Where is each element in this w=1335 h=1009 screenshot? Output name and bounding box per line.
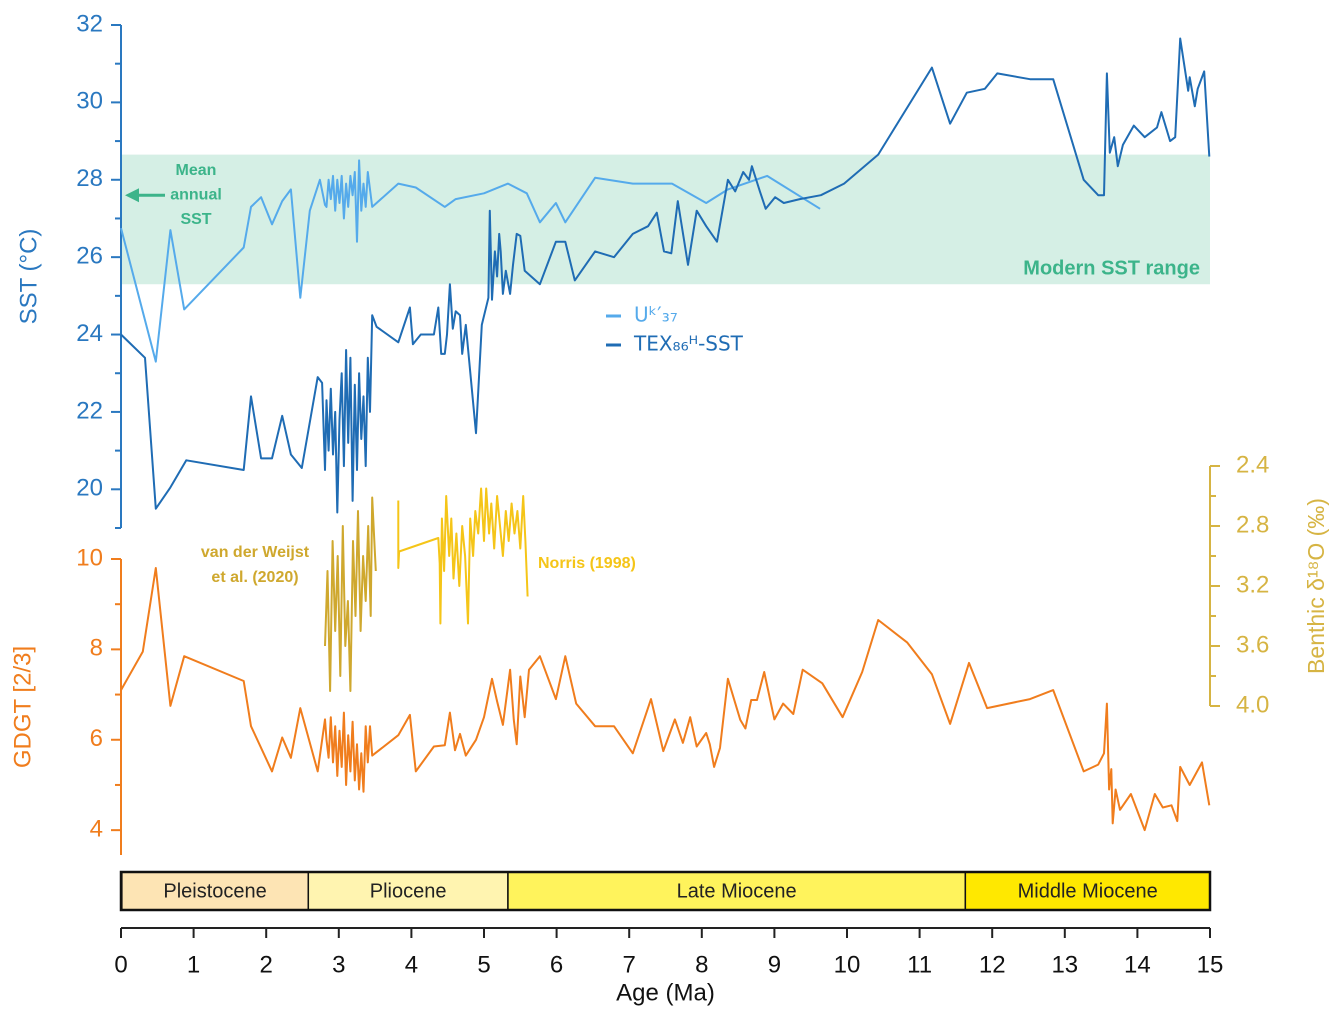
- x-tick-label: 3: [332, 951, 345, 978]
- y-tick-label: 6: [90, 725, 103, 752]
- x-tick-label: 1: [187, 951, 200, 978]
- epoch-frame: [119, 870, 1212, 912]
- x-tick-label: 0: [114, 951, 127, 978]
- x-tick-label: 10: [834, 951, 861, 978]
- series-line: [397, 487, 529, 625]
- arrow-label: Mean: [176, 162, 217, 179]
- y-axis-label: SST (°C): [15, 229, 42, 325]
- y-tick-label: 30: [76, 88, 103, 115]
- epoch-label: Middle Miocene: [1018, 880, 1158, 902]
- series-annotation: Norris (1998): [538, 555, 636, 572]
- y2-tick-label: 2.8: [1236, 511, 1269, 538]
- x-tick-label: 7: [623, 951, 636, 978]
- series-annotation: van der Weijst: [201, 544, 310, 561]
- series-line: [120, 567, 1211, 832]
- x-tick-label: 14: [1124, 951, 1151, 978]
- y-axis-label: GDGT [2/3]: [9, 646, 36, 768]
- x-tick-label: 5: [477, 951, 490, 978]
- band-label: Modern SST range: [1023, 258, 1200, 280]
- y-tick-label: 28: [76, 165, 103, 192]
- x-axis-label: Age (Ma): [616, 979, 715, 1006]
- x-tick-label: 4: [405, 951, 418, 978]
- y2-tick-label: 3.2: [1236, 571, 1269, 598]
- series-line: [120, 37, 1211, 514]
- y-tick-label: 26: [76, 242, 103, 269]
- sst-range-band: [121, 154, 1210, 285]
- series-line: [120, 159, 821, 363]
- y-tick-label: 8: [90, 635, 103, 662]
- x-tick-label: 6: [550, 951, 563, 978]
- legend-label: TEX₈₆ᴴ-SST: [633, 332, 744, 356]
- epoch-label: Pliocene: [370, 880, 447, 902]
- y-tick-label: 20: [76, 475, 103, 502]
- epoch-label: Late Miocene: [677, 880, 797, 902]
- y2-tick-label: 2.4: [1236, 451, 1269, 478]
- arrow-label: annual: [170, 187, 222, 204]
- series-annotation: et al. (2020): [211, 569, 298, 586]
- x-tick-label: 15: [1197, 951, 1224, 978]
- x-tick-label: 11: [907, 951, 932, 978]
- y2-tick-label: 3.6: [1236, 631, 1269, 658]
- arrow-label: SST: [180, 211, 211, 228]
- y-tick-label: 22: [76, 397, 103, 424]
- y-tick-label: 4: [90, 815, 103, 842]
- x-tick-label: 13: [1051, 951, 1078, 978]
- series-line: [324, 496, 377, 692]
- y2-tick-label: 4.0: [1236, 691, 1269, 718]
- x-tick-label: 9: [768, 951, 781, 978]
- y-tick-label: 32: [76, 10, 103, 37]
- y-tick-label: 10: [76, 544, 103, 571]
- x-tick-label: 12: [979, 951, 1006, 978]
- epoch-label: Pleistocene: [163, 880, 266, 902]
- x-tick-label: 2: [260, 951, 273, 978]
- arrow-head: [125, 188, 139, 203]
- y-tick-label: 24: [76, 320, 103, 347]
- legend-label: Uᵏ′₃₇: [634, 303, 678, 327]
- y2-axis-label: Benthic δ¹⁸O (‰): [1303, 498, 1329, 674]
- x-tick-label: 8: [695, 951, 708, 978]
